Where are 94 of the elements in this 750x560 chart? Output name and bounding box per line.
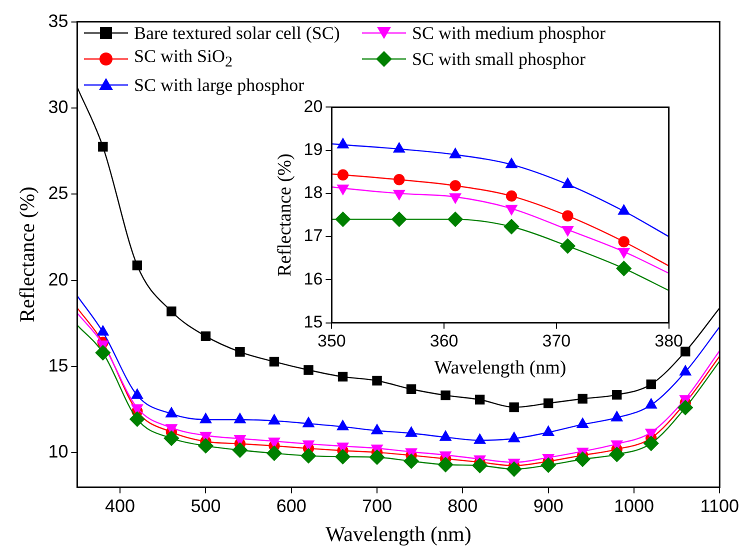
x-axis-title: Wavelength (nm) [434, 358, 566, 379]
point [235, 347, 245, 357]
x-tick-label: 700 [362, 496, 392, 516]
point [560, 238, 576, 254]
x-tick-label: 360 [430, 332, 458, 351]
point [680, 346, 690, 356]
x-tick-label: 380 [654, 332, 684, 351]
point [164, 430, 180, 446]
x-tick-label: 600 [276, 496, 306, 516]
point [562, 210, 574, 222]
x-tick-label: 1100 [700, 496, 740, 516]
point [450, 180, 461, 192]
point [474, 394, 485, 404]
point [609, 446, 624, 462]
point [372, 376, 382, 386]
point [578, 394, 588, 404]
y-tick-label: 20 [304, 96, 323, 116]
point [393, 142, 405, 153]
point [645, 428, 657, 439]
point [369, 450, 385, 465]
x-tick-label: 900 [533, 496, 564, 516]
point [678, 400, 693, 416]
point [166, 306, 176, 316]
point [337, 138, 349, 148]
point [506, 158, 518, 168]
y-tick-label: 16 [304, 269, 323, 288]
point [98, 142, 108, 152]
point [562, 178, 574, 188]
point [618, 204, 630, 215]
point [200, 331, 211, 342]
point [448, 212, 463, 227]
x-tick-label: 1000 [614, 496, 654, 516]
point [335, 449, 350, 464]
point [337, 169, 349, 180]
x-axis-title: Wavelength (nm) [326, 522, 472, 546]
point [644, 436, 659, 452]
x-tick-label: 370 [542, 332, 571, 351]
point [234, 434, 246, 446]
point [646, 379, 656, 390]
x-tick-label: 500 [190, 496, 221, 516]
legend-label: SC with small phosphor [412, 48, 586, 70]
point [543, 398, 554, 408]
point [574, 452, 590, 467]
point [618, 236, 630, 248]
y-tick-label: 25 [48, 183, 68, 204]
point [130, 412, 145, 427]
point [266, 446, 282, 461]
point [302, 440, 314, 451]
point [509, 402, 519, 412]
legend-label: Bare textured solar cell (SC) [134, 22, 340, 44]
point [232, 442, 248, 458]
x-tick-label: 350 [318, 332, 346, 351]
y-tick-label: 17 [304, 226, 323, 246]
y-axis-title: Reflectance (%) [274, 154, 296, 276]
point [300, 448, 316, 464]
line-series [332, 184, 669, 274]
point [132, 260, 142, 270]
legend-label: SC with medium phosphor [412, 22, 606, 44]
x-tick-label: 800 [448, 496, 478, 516]
x-tick-label: 400 [105, 496, 136, 516]
point [338, 372, 348, 382]
point [562, 226, 574, 236]
point [506, 462, 522, 477]
point [95, 345, 111, 360]
point [438, 457, 454, 472]
point [618, 248, 630, 258]
legend-label: SC with SiO$_{2}$ [134, 46, 233, 72]
point [540, 458, 556, 473]
y-tick-label: 35 [48, 10, 68, 31]
point [616, 260, 632, 276]
point [198, 438, 214, 454]
point [406, 384, 416, 394]
point [404, 454, 419, 469]
point [335, 212, 351, 227]
y-tick-label: 20 [48, 269, 68, 290]
y-tick-label: 19 [304, 140, 323, 160]
y-tick-label: 15 [48, 356, 68, 376]
point [450, 148, 462, 158]
y-tick-label: 15 [304, 312, 323, 332]
point [268, 438, 280, 448]
point [506, 190, 518, 202]
y-tick-label: 18 [304, 183, 323, 202]
point [440, 390, 450, 400]
y-tick-label: 30 [48, 96, 68, 117]
point [612, 390, 622, 400]
point [472, 458, 488, 474]
point [394, 174, 405, 186]
legend-label: SC with large phosphor [134, 74, 304, 96]
point [504, 219, 520, 234]
point [392, 212, 407, 227]
y-tick-label: 10 [48, 442, 68, 462]
point [304, 365, 314, 375]
y-axis-title: Reflectance (%) [15, 186, 40, 322]
point [269, 356, 280, 367]
